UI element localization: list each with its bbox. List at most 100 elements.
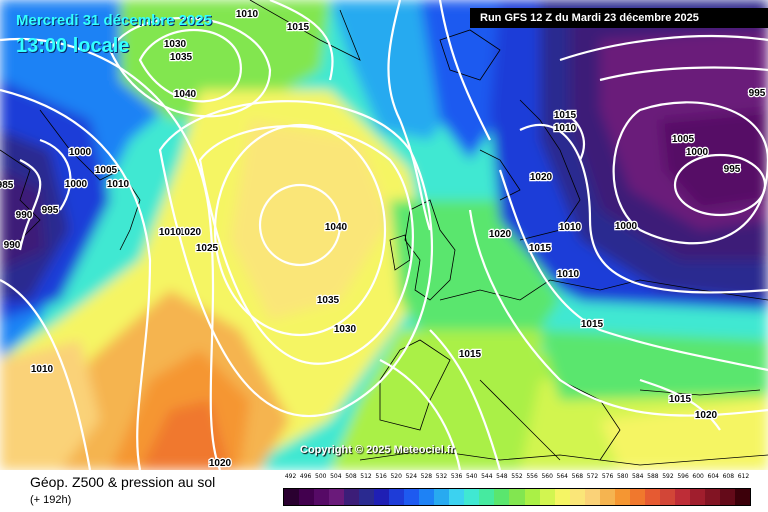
pressure-label: 1010: [559, 222, 582, 233]
color-scale-swatch: [719, 489, 735, 505]
color-scale-swatch: [494, 489, 510, 505]
color-scale-label: 548: [496, 473, 508, 480]
color-scale-bar: [283, 488, 751, 506]
color-scale-swatch: [704, 489, 720, 505]
color-scale-label: 584: [632, 473, 644, 480]
pressure-label: 1015: [554, 110, 577, 121]
color-scale-label: 576: [601, 473, 614, 480]
color-scale-swatch: [539, 489, 555, 505]
color-scale-label: 608: [722, 473, 735, 480]
color-scale-label: 540: [465, 473, 478, 480]
pressure-label: 1020: [489, 229, 512, 240]
pressure-label: 1000: [65, 179, 88, 190]
map-canvas: 1040 1040 1035 1035 1030 1030 1025 1020 1020 1020…: [0, 0, 768, 470]
color-scale-swatch: [509, 489, 525, 505]
color-scale-swatch: [299, 489, 315, 505]
color-scale-label: 568: [571, 473, 584, 480]
pressure-label: 1005: [95, 165, 118, 176]
pressure-label: 1010: [107, 179, 130, 190]
color-scale-label: 528: [420, 473, 433, 480]
color-scale-label: 496: [299, 473, 312, 480]
color-scale-swatch: [584, 489, 600, 505]
pressure-label: 995: [724, 164, 741, 175]
pressure-label: 1040: [325, 222, 348, 233]
color-scale-label: 500: [315, 473, 327, 480]
color-scale-label: 580: [616, 473, 629, 480]
color-scale-label: 532: [435, 473, 448, 480]
color-scale-label: 564: [556, 473, 568, 480]
color-scale-swatch: [659, 489, 675, 505]
color-scale-label: 612: [737, 473, 750, 480]
color-scale-label: 512: [360, 473, 372, 480]
pressure-label: 1005: [672, 134, 695, 145]
color-scale-swatch: [284, 489, 300, 505]
color-scale-label: 600: [692, 473, 704, 480]
color-scale-swatch: [629, 489, 645, 505]
color-scale-label: 520: [390, 473, 402, 480]
pressure-label: 995: [42, 205, 59, 216]
pressure-label: 1040: [174, 89, 197, 100]
pressure-labels: 1040 1040 1035 1035 1030 1030 1025 1020 1020 1020…: [0, 8, 767, 470]
copyright-notice: Copyright © 2025 Meteociel.fr: [300, 444, 455, 456]
pressure-label: 1035: [317, 295, 340, 306]
color-scale-swatch: [374, 489, 390, 505]
pressure-label: 985: [0, 180, 14, 191]
pressure-label: 1010: [557, 269, 580, 280]
forecast-time: 13:00 locale: [16, 35, 130, 57]
color-scale-label: 560: [541, 473, 553, 480]
pressure-label: 1020: [209, 458, 232, 469]
color-scale-swatch: [419, 489, 435, 505]
pressure-label: 990: [16, 210, 33, 221]
color-scale-label: 588: [647, 473, 659, 480]
pressure-label: 1010: [554, 123, 577, 134]
color-scale-swatch: [479, 489, 495, 505]
color-scale-swatch: [614, 489, 630, 505]
color-scale-labels: 492 496 500 504 508 512 516 520 524 528 532 536 540 5…: [283, 473, 751, 485]
geopotential-field: [0, 0, 768, 470]
color-scale-swatch: [644, 489, 660, 505]
color-scale-label: 516: [375, 473, 387, 480]
color-scale-swatch: [404, 489, 420, 505]
pressure-label: 1010: [159, 227, 182, 238]
color-scale-swatch: [329, 489, 345, 505]
legend-subtitle: (+ 192h): [30, 494, 72, 506]
color-scale-label: 544: [481, 473, 493, 480]
color-scale-swatch: [449, 489, 465, 505]
color-scale-label: 504: [330, 473, 342, 480]
legend-footer: Géop. Z500 & pression au sol (+ 192h) 49…: [0, 470, 768, 512]
pressure-label: 995: [749, 88, 766, 99]
pressure-label: 1000: [686, 147, 709, 158]
color-scale-swatch: [344, 489, 360, 505]
color-scale-label: 572: [586, 473, 599, 480]
pressure-label: 1025: [196, 243, 219, 254]
color-scale-swatch: [464, 489, 480, 505]
color-scale-label: 524: [405, 473, 418, 480]
isobars: [0, 0, 768, 470]
pressure-label: 1020: [179, 227, 202, 238]
legend-title: Géop. Z500 & pression au sol: [30, 474, 216, 490]
weather-map: 1040 1040 1035 1035 1030 1030 1025 1020 1020 1020…: [0, 0, 768, 470]
color-scale-label: 536: [450, 473, 463, 480]
color-scale-swatch: [569, 489, 585, 505]
color-scale-label: 552: [511, 473, 523, 480]
pressure-label: 1015: [529, 243, 552, 254]
pressure-label: 1020: [695, 410, 718, 421]
color-scale-label: 556: [526, 473, 538, 480]
color-scale-swatch: [599, 489, 615, 505]
run-info: Run GFS 12 Z du Mardi 23 décembre 2025: [470, 8, 768, 28]
color-scale-swatch: [524, 489, 540, 505]
pressure-label: 1020: [530, 172, 553, 183]
pressure-label: 1015: [459, 349, 482, 360]
color-scale-swatch: [689, 489, 705, 505]
pressure-label: 1015: [581, 319, 604, 330]
pressure-label: 1030: [164, 39, 187, 50]
color-scale-swatch: [314, 489, 330, 505]
color-scale-swatch: [674, 489, 690, 505]
color-scale-label: 492: [284, 473, 297, 480]
pressure-label: 1000: [615, 221, 638, 232]
pressure-label: 1015: [287, 22, 310, 33]
pressure-label: 1000: [69, 147, 92, 158]
color-scale-swatch: [734, 489, 750, 505]
color-scale-swatch: [389, 489, 405, 505]
pressure-label: 1030: [334, 324, 357, 335]
